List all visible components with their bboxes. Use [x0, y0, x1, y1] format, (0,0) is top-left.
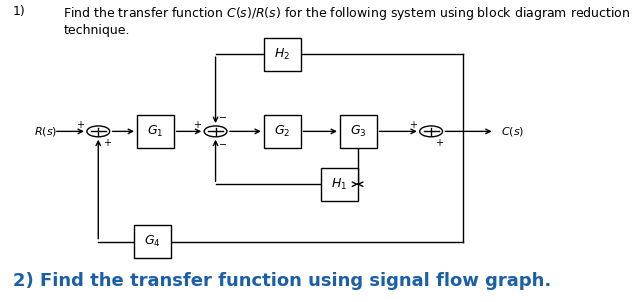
Text: +: + [103, 138, 112, 148]
Text: −: − [219, 140, 228, 150]
Text: $\mathit{G}_{4}$: $\mathit{G}_{4}$ [144, 234, 160, 249]
Bar [137, 115, 174, 148]
Text: +: + [408, 120, 417, 130]
Bar [340, 115, 377, 148]
Text: $R(s)$: $R(s)$ [34, 125, 57, 138]
Bar [264, 38, 301, 71]
Text: +: + [193, 120, 201, 130]
Text: −: − [219, 113, 228, 123]
Text: 1): 1) [13, 5, 25, 18]
Text: $\mathit{G}_{1}$: $\mathit{G}_{1}$ [147, 124, 164, 139]
Bar [264, 115, 301, 148]
Text: +: + [435, 138, 443, 148]
Text: $C(s)$: $C(s)$ [501, 125, 524, 138]
Text: Find the transfer function $C(s)/R(s)$ for the following system using block diag: Find the transfer function $C(s)/R(s)$ f… [63, 5, 631, 37]
Text: $\mathit{H}_{1}$: $\mathit{H}_{1}$ [331, 177, 347, 192]
Circle shape [87, 126, 110, 137]
Text: $\mathit{G}_{2}$: $\mathit{G}_{2}$ [274, 124, 290, 139]
Text: 2) Find the transfer function using signal flow graph.: 2) Find the transfer function using sign… [13, 272, 551, 290]
Circle shape [204, 126, 227, 137]
Bar [134, 225, 171, 258]
Text: $\mathit{H}_{2}$: $\mathit{H}_{2}$ [274, 47, 290, 62]
Circle shape [420, 126, 443, 137]
Text: +: + [75, 120, 84, 130]
Bar [321, 168, 358, 201]
Text: $\mathit{G}_{3}$: $\mathit{G}_{3}$ [350, 124, 366, 139]
